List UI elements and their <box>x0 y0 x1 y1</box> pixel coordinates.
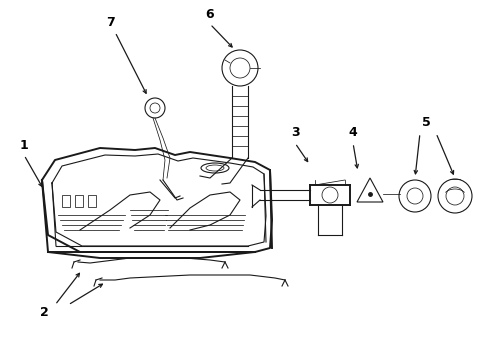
Text: 2: 2 <box>40 306 49 319</box>
Text: 6: 6 <box>206 8 214 21</box>
Text: 5: 5 <box>421 116 430 129</box>
Text: 7: 7 <box>106 15 114 28</box>
Bar <box>62 195 70 207</box>
Text: 3: 3 <box>291 126 299 139</box>
Text: 4: 4 <box>348 126 357 139</box>
Text: 1: 1 <box>20 139 28 152</box>
Bar <box>88 195 96 207</box>
Bar <box>75 195 83 207</box>
